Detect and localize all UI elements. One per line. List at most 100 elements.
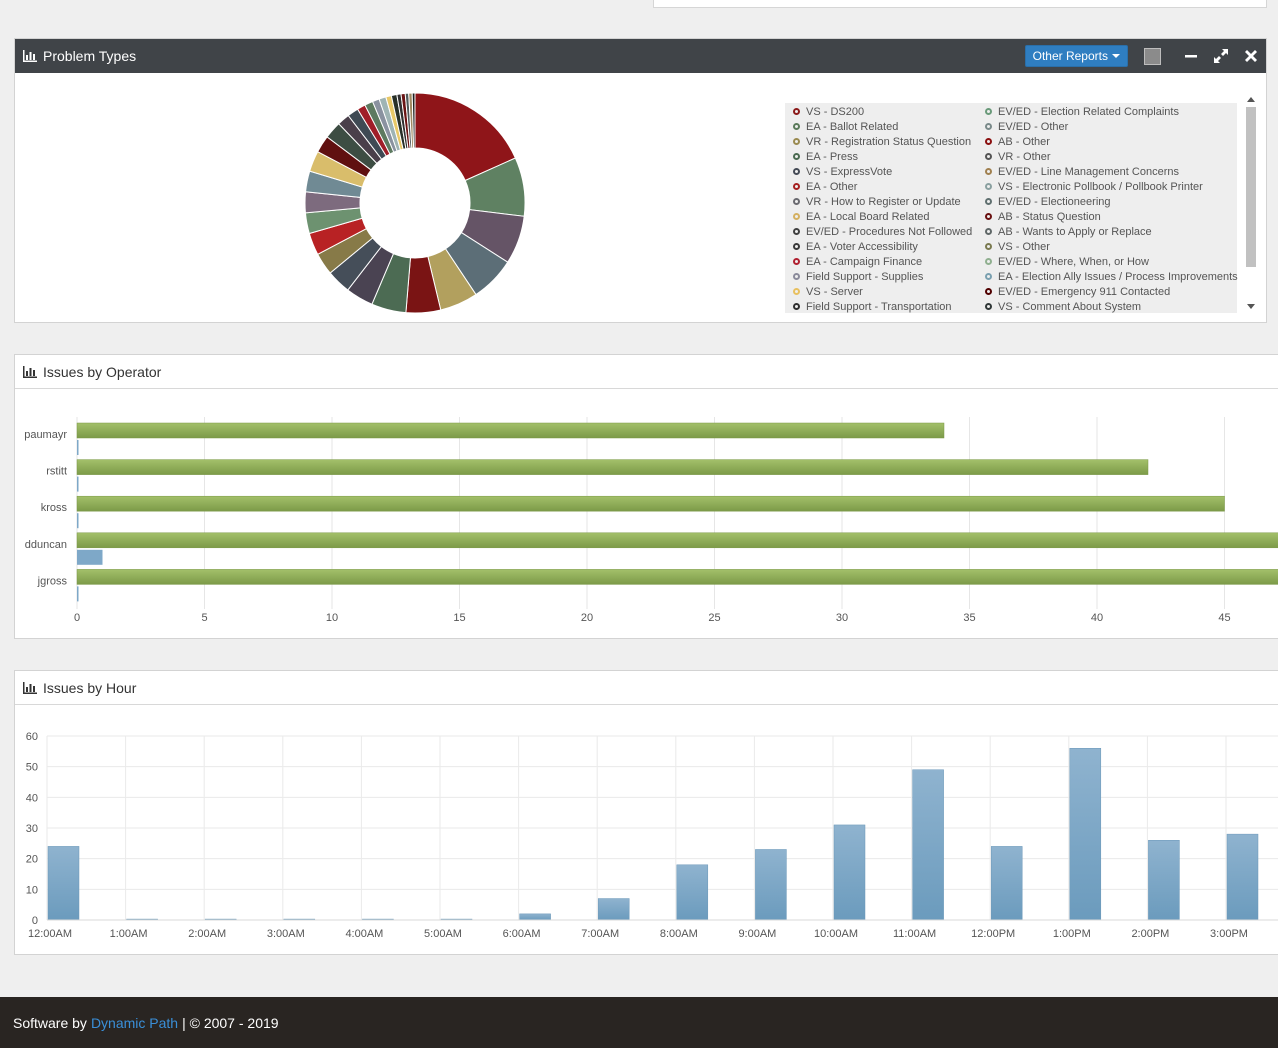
legend-item[interactable]: EA - Campaign Finance: [793, 254, 972, 269]
hour-bar[interactable]: [833, 824, 866, 921]
legend-item[interactable]: EV/ED - Electioneering: [985, 194, 1238, 209]
legend-label: VS - DS200: [806, 105, 865, 118]
legend-item[interactable]: EA - Local Board Related: [793, 209, 972, 224]
hour-bar[interactable]: [990, 846, 1023, 921]
legend-item[interactable]: EA - Other: [793, 179, 972, 194]
legend-item[interactable]: VR - How to Register or Update: [793, 194, 972, 209]
operator-secondary-bar[interactable]: [77, 586, 79, 602]
operator-secondary-bar[interactable]: [77, 513, 79, 529]
other-reports-button[interactable]: Other Reports: [1024, 45, 1128, 67]
x-tick-label: 15: [453, 612, 465, 624]
legend-item[interactable]: VS - Electronic Pollbook / Pollbook Prin…: [985, 179, 1238, 194]
x-tick-label: 2:00AM: [188, 928, 226, 940]
legend-label: EV/ED - Emergency 911 Contacted: [998, 285, 1171, 298]
legend-marker-icon: [985, 213, 992, 220]
hour-bar[interactable]: [1069, 748, 1102, 921]
legend-label: VS - ExpressVote: [806, 165, 893, 178]
legend-item[interactable]: EA - Voter Accessibility: [793, 239, 972, 254]
legend-item[interactable]: VR - Other: [985, 149, 1238, 164]
issues-by-hour-widget: Issues by Hour 0 10 20 30 40 50 60 12:00AM 1:00A…: [14, 670, 1278, 955]
legend-marker-icon: [793, 108, 800, 115]
hour-bar[interactable]: [47, 846, 80, 921]
legend-item[interactable]: EA - Election Ally Issues / Process Impr…: [985, 269, 1238, 284]
legend-item[interactable]: VS - Other: [985, 239, 1238, 254]
legend-label: VR - Other: [998, 150, 1051, 163]
operator-bar[interactable]: [76, 459, 1149, 475]
issues-by-operator-title: Issues by Operator: [43, 363, 162, 380]
footer: Software by Dynamic Path | © 2007 - 2019: [0, 997, 1278, 1048]
hour-bar[interactable]: [519, 913, 551, 921]
legend-label: VS - Electronic Pollbook / Pollbook Prin…: [998, 180, 1203, 193]
bar-chart-icon: [23, 365, 37, 378]
legend-label: Field Support - Supplies: [806, 270, 924, 283]
legend-item[interactable]: EV/ED - Line Management Concerns: [985, 164, 1238, 179]
legend-marker-icon: [793, 138, 800, 145]
donut-slice[interactable]: [411, 93, 416, 149]
legend-item[interactable]: EV/ED - Other: [985, 119, 1238, 134]
legend-marker-icon: [793, 213, 800, 220]
legend-item[interactable]: VS - Comment About System: [985, 299, 1238, 314]
operator-bar[interactable]: [76, 569, 1278, 585]
operator-secondary-bar[interactable]: [77, 476, 79, 492]
x-tick-label: 6:00AM: [503, 928, 541, 940]
legend-marker-icon: [793, 288, 800, 295]
hour-bar[interactable]: [676, 864, 709, 921]
bar-chart-icon: [23, 50, 37, 62]
y-tick-label: rstitt: [46, 466, 67, 478]
legend-marker-icon: [985, 243, 992, 250]
operator-bar[interactable]: [76, 422, 945, 439]
legend-item[interactable]: Field Support - Supplies: [793, 269, 972, 284]
legend-item[interactable]: EV/ED - Procedures Not Followed: [793, 224, 972, 239]
dynamic-path-link[interactable]: Dynamic Path: [90, 1014, 179, 1031]
color-toggle-button[interactable]: [1144, 47, 1161, 65]
legend-item[interactable]: EA - Ballot Related: [793, 119, 972, 134]
legend-marker-icon: [793, 168, 800, 175]
problem-types-legend: VS - DS200 EA - Ballot Related VR - Regist…: [785, 103, 1238, 314]
x-tick-label: 30: [836, 612, 848, 624]
legend-label: AB - Wants to Apply or Replace: [998, 225, 1152, 238]
legend-item[interactable]: EV/ED - Emergency 911 Contacted: [985, 284, 1238, 299]
expand-button[interactable]: [1206, 39, 1236, 73]
hour-bar[interactable]: [1148, 840, 1180, 921]
issues-by-operator-chart: 0 5 10 15 20 25 30 35 40 45 paumayr rstitt kross ddun…: [24, 417, 1278, 624]
hour-bar[interactable]: [597, 898, 630, 921]
legend-item[interactable]: Field Support - Transportation: [793, 299, 972, 314]
legend-item[interactable]: VS - ExpressVote: [793, 164, 972, 179]
operator-secondary-bar[interactable]: [77, 549, 103, 565]
legend-label: EA - Campaign Finance: [806, 255, 923, 268]
operator-bar[interactable]: [76, 532, 1278, 549]
legend-label: AB - Status Question: [998, 210, 1101, 223]
scroll-down-arrow-icon[interactable]: [1247, 304, 1255, 309]
operator-bar[interactable]: [76, 495, 1225, 512]
legend-item[interactable]: AB - Other: [985, 134, 1238, 149]
legend-item[interactable]: AB - Status Question: [985, 209, 1238, 224]
operator-secondary-bar[interactable]: [77, 440, 79, 455]
hour-bar[interactable]: [1226, 833, 1259, 921]
legend-label: EA - Ballot Related: [806, 120, 899, 133]
legend-item[interactable]: AB - Wants to Apply or Replace: [985, 224, 1238, 239]
legend-item[interactable]: VR - Registration Status Question: [793, 134, 972, 149]
legend-item[interactable]: VS - DS200: [793, 104, 972, 119]
scroll-up-arrow-icon[interactable]: [1247, 97, 1255, 102]
legend-marker-icon: [985, 108, 992, 115]
legend-label: VR - How to Register or Update: [806, 195, 961, 208]
legend-item[interactable]: EV/ED - Election Related Complaints: [985, 104, 1238, 119]
x-tick-label: 1:00AM: [110, 928, 148, 940]
hour-bar[interactable]: [912, 769, 944, 921]
legend-item[interactable]: EV/ED - Where, When, or How: [985, 254, 1238, 269]
legend-label: EA - Local Board Related: [806, 210, 930, 223]
legend-item[interactable]: EA - Press: [793, 149, 972, 164]
hour-bar[interactable]: [755, 849, 787, 921]
scroll-thumb[interactable]: [1246, 107, 1256, 267]
problem-types-title: Problem Types: [43, 48, 137, 64]
legend-label: VR - Registration Status Question: [806, 135, 972, 148]
problem-types-donut-chart: [305, 93, 525, 313]
legend-label: EV/ED - Where, When, or How: [998, 255, 1149, 268]
legend-scrollbar[interactable]: [1243, 93, 1259, 311]
minimize-button[interactable]: [1176, 39, 1206, 73]
legend-label: EA - Election Ally Issues / Process Impr…: [998, 270, 1238, 283]
footer-copyright: | © 2007 - 2019: [182, 1014, 279, 1031]
legend-item[interactable]: VS - Server: [793, 284, 972, 299]
close-button[interactable]: [1236, 39, 1266, 73]
x-tick-label: 1:00PM: [1053, 928, 1091, 940]
